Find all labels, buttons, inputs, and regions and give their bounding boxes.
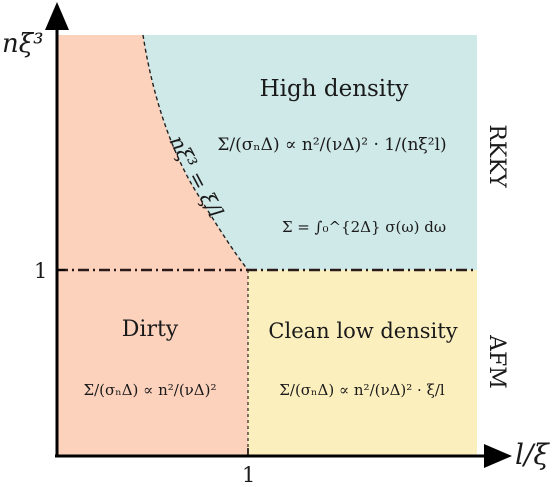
- y-axis-label: nξ³: [2, 29, 44, 59]
- x-axis-arrow: [484, 444, 512, 468]
- dirty-formula: Σ/(σₙΔ) ∝ n²/(νΔ)²: [83, 381, 216, 399]
- side-label-afm: AFM: [484, 334, 509, 389]
- boundary-curve: [142, 34, 249, 271]
- dirty-title: Dirty: [122, 317, 179, 342]
- x-axis-label: l/ξ: [515, 438, 550, 471]
- sum-rule-formula: Σ = ∫₀^{2Δ} σ(ω) dω: [282, 218, 446, 236]
- x-tick-label: 1: [242, 463, 255, 487]
- high-density-title: High density: [260, 76, 409, 102]
- clean-low-density-formula: Σ/(σₙΔ) ∝ n²/(νΔ)² · ξ/l: [279, 381, 445, 399]
- high-density-formula: Σ/(σₙΔ) ∝ n²/(νΔ)² · 1/(nξ²l): [217, 135, 446, 155]
- y-tick-label: 1: [34, 259, 47, 283]
- region-dirty: [57, 35, 248, 456]
- region-clean-low-density: [248, 270, 477, 456]
- side-label-rkky: RKKY: [484, 124, 509, 188]
- y-axis-arrow: [45, 2, 69, 30]
- clean-low-density-title: Clean low density: [268, 319, 457, 343]
